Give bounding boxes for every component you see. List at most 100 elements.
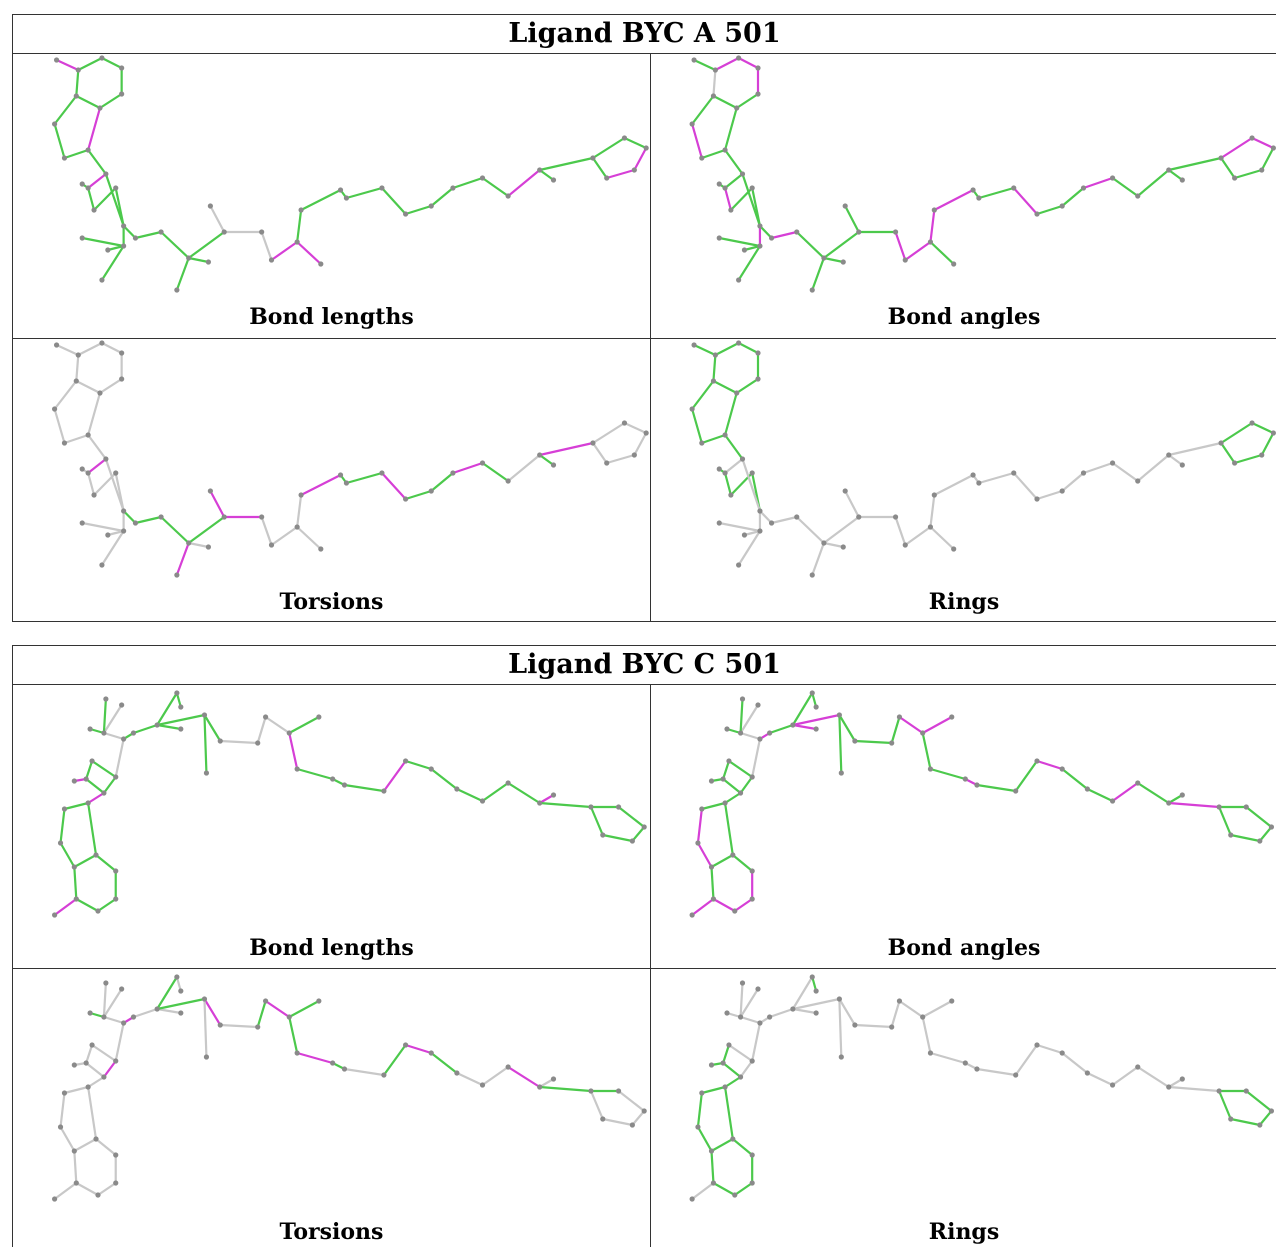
bond — [106, 529, 125, 537]
bond — [795, 515, 825, 545]
panel-torsions: Torsions — [13, 339, 650, 623]
atom — [974, 1066, 980, 1072]
bond — [63, 148, 90, 160]
atom — [1259, 167, 1265, 173]
atom — [85, 470, 91, 476]
bond — [430, 767, 458, 791]
bond — [723, 148, 744, 176]
atom — [93, 1136, 99, 1142]
atom — [1232, 175, 1238, 181]
bond — [296, 767, 334, 781]
bond — [538, 801, 593, 809]
bond — [507, 453, 541, 483]
atom — [85, 185, 91, 191]
atom — [695, 840, 701, 846]
atom — [732, 908, 738, 914]
atom — [604, 175, 610, 181]
atom — [588, 1088, 594, 1094]
bond — [77, 56, 104, 72]
atom — [505, 780, 511, 786]
bond — [75, 1181, 100, 1197]
bond — [758, 509, 773, 525]
bond — [134, 515, 163, 525]
bond — [187, 256, 210, 264]
bond — [710, 1149, 715, 1185]
bond — [894, 515, 907, 547]
atom — [262, 998, 269, 1004]
atom — [87, 726, 93, 732]
atom — [119, 350, 125, 356]
bond — [270, 240, 299, 262]
atom — [1109, 175, 1116, 181]
bond — [538, 156, 595, 172]
atom — [343, 480, 350, 486]
atom — [809, 974, 815, 980]
atom — [71, 1148, 77, 1154]
atom — [1179, 462, 1185, 468]
bond — [53, 94, 78, 126]
bond — [102, 1015, 125, 1025]
bond — [538, 441, 595, 457]
bond — [1012, 471, 1039, 501]
atom — [174, 974, 180, 980]
atom — [255, 1024, 261, 1030]
bond — [975, 1067, 1017, 1077]
bond — [1250, 136, 1275, 150]
atom — [87, 1010, 93, 1016]
bond — [73, 865, 78, 901]
bond — [1167, 156, 1223, 172]
atom — [737, 790, 744, 796]
bond — [605, 453, 636, 465]
bond — [85, 777, 106, 795]
atom — [537, 452, 543, 458]
atom — [836, 996, 842, 1002]
panel-rings: Rings — [651, 969, 1276, 1248]
atom — [689, 912, 695, 918]
bond — [838, 997, 856, 1027]
bond — [104, 172, 125, 228]
atom — [1034, 758, 1040, 764]
bond — [114, 737, 125, 779]
bond — [87, 106, 102, 152]
bond — [1167, 453, 1184, 467]
atom — [73, 93, 79, 99]
atom — [201, 712, 208, 718]
bond — [591, 421, 626, 445]
bond — [102, 731, 125, 741]
atom — [454, 786, 460, 792]
bond — [260, 515, 273, 547]
atom — [537, 167, 543, 173]
atom — [741, 532, 748, 538]
atom — [755, 350, 761, 356]
atom — [699, 1090, 705, 1096]
atom — [61, 1090, 68, 1096]
bond — [264, 715, 291, 735]
atom — [1013, 788, 1019, 794]
molecule-diagram-bond-lengths — [52, 55, 649, 293]
atom — [691, 57, 697, 63]
atom — [757, 528, 763, 534]
atom — [892, 514, 899, 520]
atom — [1034, 1042, 1040, 1048]
atom — [1059, 203, 1065, 209]
atom — [710, 1180, 717, 1186]
bond — [1229, 1117, 1261, 1127]
bond — [87, 1085, 98, 1141]
atom — [205, 259, 212, 265]
atom — [1243, 804, 1249, 810]
atom — [101, 730, 107, 736]
bond — [209, 204, 226, 234]
molecule-diagram-rings — [689, 340, 1276, 578]
atom — [537, 800, 543, 806]
atom — [734, 390, 740, 396]
atom — [61, 440, 68, 446]
atom — [174, 287, 180, 293]
atom — [689, 1196, 695, 1202]
bond — [691, 379, 715, 411]
bond — [382, 1043, 407, 1077]
atom — [178, 704, 184, 710]
bond — [723, 433, 744, 461]
bond — [853, 739, 893, 745]
atom — [101, 790, 107, 796]
bond — [691, 897, 715, 917]
